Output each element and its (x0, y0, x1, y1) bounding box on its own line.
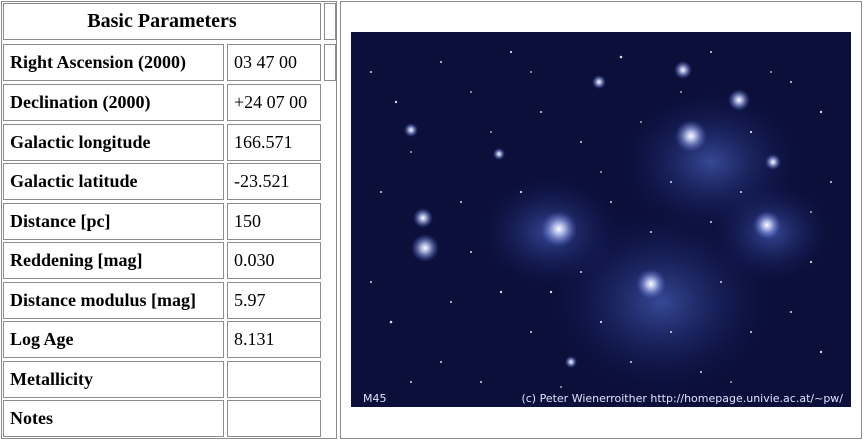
value-reddening: 0.030 (227, 242, 321, 279)
value-galactic-longitude: 166.571 (227, 124, 321, 161)
label-distance-modulus: Distance modulus [mag] (3, 282, 224, 319)
row-spacer-cell (324, 44, 336, 81)
label-galactic-latitude: Galactic latitude (3, 163, 224, 200)
header-spacer-cell (324, 3, 336, 40)
label-notes: Notes (3, 400, 224, 437)
image-caption-right: (c) Peter Wienerroither http://homepage.… (521, 392, 843, 405)
label-galactic-longitude: Galactic longitude (3, 124, 224, 161)
value-distance: 150 (227, 203, 321, 240)
value-declination: +24 07 00 (227, 84, 321, 121)
value-log-age: 8.131 (227, 321, 321, 358)
table-header: Basic Parameters (3, 3, 321, 40)
value-galactic-latitude: -23.521 (227, 163, 321, 200)
value-notes (227, 400, 321, 437)
image-caption-left: M45 (363, 392, 387, 405)
pleiades-photo: M45 (c) Peter Wienerroither http://homep… (351, 32, 851, 407)
label-distance: Distance [pc] (3, 203, 224, 240)
label-declination: Declination (2000) (3, 84, 224, 121)
label-right-ascension: Right Ascension (2000) (3, 44, 224, 81)
value-right-ascension: 03 47 00 (227, 44, 321, 81)
value-metallicity (227, 361, 321, 398)
label-metallicity: Metallicity (3, 361, 224, 398)
label-log-age: Log Age (3, 321, 224, 358)
label-reddening: Reddening [mag] (3, 242, 224, 279)
value-distance-modulus: 5.97 (227, 282, 321, 319)
